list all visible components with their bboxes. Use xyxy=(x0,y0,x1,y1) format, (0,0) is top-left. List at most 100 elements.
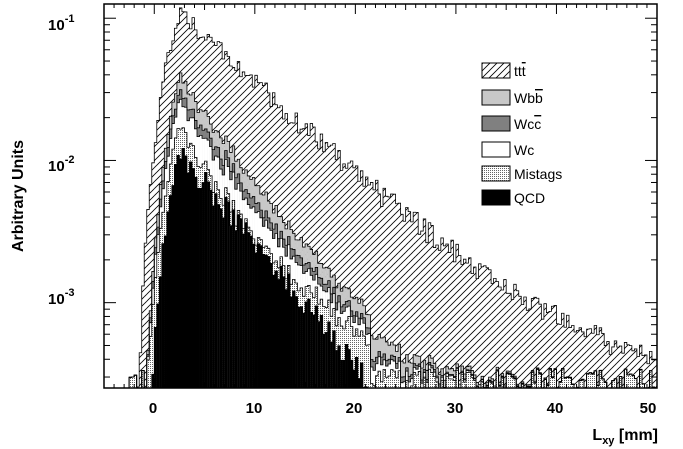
bar-mistags xyxy=(405,380,409,388)
bar-mistags xyxy=(445,376,449,388)
bar-ttbar xyxy=(491,283,494,388)
x-tick-label-20: 20 xyxy=(346,400,363,417)
bar-qcd xyxy=(357,378,361,388)
bar-mistags xyxy=(553,369,557,388)
bar-mistags xyxy=(455,370,459,388)
bar-qcd xyxy=(320,315,323,388)
bar-mistags xyxy=(418,371,421,388)
bar-mistags xyxy=(521,383,524,388)
bar-ttbar xyxy=(415,212,419,388)
bar-wbb xyxy=(478,384,482,388)
bar-ttbar xyxy=(320,134,323,388)
bar-ttbar xyxy=(576,330,580,388)
bar-mistags xyxy=(141,370,145,388)
bar-mistags xyxy=(362,336,366,388)
legend-entry-wcc: Wcc xyxy=(481,115,541,132)
bar-mistags xyxy=(450,378,454,388)
bar-ttbar xyxy=(450,240,454,388)
bar-ttbar xyxy=(611,346,615,388)
bar-ttbar xyxy=(614,340,617,388)
bar-ttbar xyxy=(468,257,472,388)
bar-mistags xyxy=(624,369,627,388)
bar-ttbar xyxy=(501,289,504,388)
bar-mistags xyxy=(511,377,514,388)
outline-wbb xyxy=(128,72,657,388)
bar-ttbar xyxy=(481,266,484,388)
bar-wc xyxy=(400,382,404,388)
bar-qcd xyxy=(340,360,343,388)
bar-ttbar xyxy=(609,354,612,388)
bar-qcd xyxy=(295,296,298,388)
bar-ttbar xyxy=(395,203,399,388)
bar-ttbar xyxy=(390,194,394,388)
bar-mistags xyxy=(481,381,484,388)
bar-ttbar xyxy=(400,214,404,388)
bar-qcd xyxy=(242,234,245,388)
bar-qcd xyxy=(247,232,250,388)
bar-mistags xyxy=(473,380,477,388)
bar-qcd xyxy=(259,245,263,388)
svg-text:QCD: QCD xyxy=(514,190,545,206)
bar-mistags xyxy=(149,336,152,388)
y-axis-title: Arbitrary Units xyxy=(10,140,27,252)
bar-qcd xyxy=(219,208,223,388)
bar-mistags xyxy=(641,383,645,388)
bar-wc xyxy=(403,381,406,388)
bar-mistags xyxy=(390,369,394,388)
bar-ttbar xyxy=(352,167,356,388)
legend-swatch-ttbar xyxy=(481,62,511,79)
svg-text:ttt: ttt xyxy=(514,63,526,79)
legend-swatch-wc xyxy=(481,141,511,158)
bar-wc xyxy=(372,370,376,388)
bar-qcd xyxy=(335,350,338,388)
bar-qcd xyxy=(222,217,225,388)
x-tick-label-40: 40 xyxy=(547,400,564,417)
bar-mistags xyxy=(375,375,379,388)
bar-ttbar xyxy=(342,163,346,388)
bar-ttbar xyxy=(516,290,519,388)
bar-mistags xyxy=(377,371,381,388)
bar-qcd xyxy=(322,334,326,388)
bar-qcd xyxy=(302,313,306,388)
bar-ttbar xyxy=(418,234,421,388)
bar-qcd xyxy=(317,321,321,388)
bar-ttbar xyxy=(511,299,514,388)
bar-ttbar xyxy=(601,333,605,388)
bar-qcd xyxy=(237,214,240,388)
bar-mistags xyxy=(599,370,602,388)
bar-ttbar xyxy=(631,350,635,388)
bar-mistags xyxy=(604,382,607,388)
bar-qcd xyxy=(174,164,178,388)
bar-ttbar xyxy=(498,286,502,388)
bar-mistags xyxy=(398,370,401,388)
bar-qcd xyxy=(181,148,185,388)
bar-ttbar xyxy=(548,311,552,388)
legend-swatch-qcd xyxy=(481,189,511,206)
bar-ttbar xyxy=(579,327,582,388)
bar-qcd xyxy=(171,185,175,388)
bar-ttbar xyxy=(332,143,336,388)
bar-ttbar xyxy=(543,303,547,388)
bar-mistags xyxy=(626,375,630,388)
bar-wbb xyxy=(420,368,424,388)
bar-ttbar xyxy=(460,264,464,388)
bar-wc xyxy=(380,364,384,388)
outline-ttbar xyxy=(128,7,657,388)
bar-qcd xyxy=(337,345,341,388)
bar-ttbar xyxy=(146,209,150,388)
bar-ttbar xyxy=(337,150,341,388)
bar-qcd xyxy=(212,205,215,388)
bar-ttbar xyxy=(654,359,657,388)
bar-mistags xyxy=(367,344,371,388)
bar-mistags xyxy=(423,377,426,388)
bar-mistags xyxy=(591,374,595,388)
bar-ttbar xyxy=(443,245,447,388)
bar-ttbar xyxy=(586,329,590,388)
bar-wbb xyxy=(443,380,447,388)
bar-qcd xyxy=(209,190,213,388)
bar-ttbar xyxy=(375,180,379,388)
bar-ttbar xyxy=(646,363,650,388)
bar-qcd xyxy=(159,276,162,388)
bar-mistags xyxy=(649,370,653,388)
x-axis-title: Lxy [mm] xyxy=(592,427,658,447)
